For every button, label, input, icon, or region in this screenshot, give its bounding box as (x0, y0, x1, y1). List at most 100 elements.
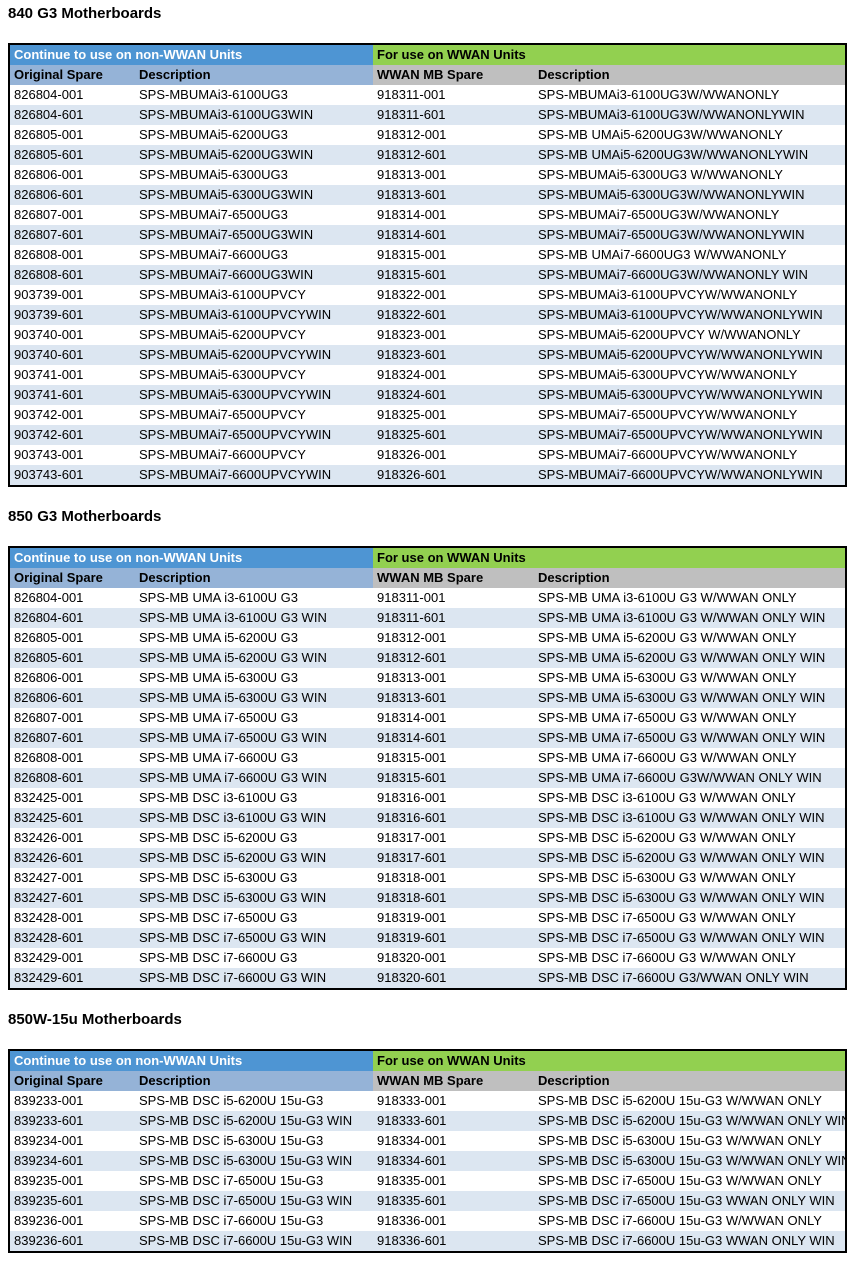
original-spare-cell: 826807-001 (9, 205, 135, 225)
wwan-spare-cell: 918315-001 (373, 748, 534, 768)
wwan-description-cell: SPS-MB DSC i7-6600U G3/WWAN ONLY WIN (534, 968, 846, 989)
wwan-description-cell: SPS-MB UMA i5-6300U G3 W/WWAN ONLY (534, 668, 846, 688)
table-row: 826805-001 SPS-MB UMA i5-6200U G3 918312-0… (9, 628, 846, 648)
column-header-description: Description (135, 65, 373, 85)
wwan-description-cell: SPS-MBUMAi7-6500UPVCYW/WWANONLY (534, 405, 846, 425)
section-title: 840 G3 Motherboards (8, 5, 162, 22)
original-spare-cell: 903742-001 (9, 405, 135, 425)
table-row: 826804-001 SPS-MB UMA i3-6100U G3 918311-0… (9, 588, 846, 608)
wwan-description-cell: SPS-MBUMAi3-6100UPVCYW/WWANONLY (534, 285, 846, 305)
description-cell: SPS-MBUMAi7-6500UG3 (135, 205, 373, 225)
wwan-spare-cell: 918334-001 (373, 1131, 534, 1151)
description-cell: SPS-MB DSC i7-6500U 15u-G3 (135, 1171, 373, 1191)
wwan-description-cell: SPS-MB UMAi7-6600UG3 W/WWANONLY (534, 245, 846, 265)
column-header-original-spare: Original Spare (9, 65, 135, 85)
wwan-description-cell: SPS-MBUMAi3-6100UG3W/WWANONLYWIN (534, 105, 846, 125)
wwan-spare-cell: 918335-001 (373, 1171, 534, 1191)
description-cell: SPS-MBUMAi3-6100UPVCY (135, 285, 373, 305)
table-row: 903740-601 SPS-MBUMAi5-6200UPVCYWIN 918323… (9, 345, 846, 365)
table-row: 832427-001 SPS-MB DSC i5-6300U G3 918318-0… (9, 868, 846, 888)
table-row: 832429-601 SPS-MB DSC i7-6600U G3 WIN 9183… (9, 968, 846, 989)
wwan-spare-cell: 918318-601 (373, 888, 534, 908)
wwan-spare-cell: 918320-601 (373, 968, 534, 989)
description-cell: SPS-MB UMA i5-6200U G3 (135, 628, 373, 648)
wwan-description-cell: SPS-MB UMA i7-6600U G3 W/WWAN ONLY (534, 748, 846, 768)
description-cell: SPS-MBUMAi5-6300UPVCY (135, 365, 373, 385)
table-row: 903741-001 SPS-MBUMAi5-6300UPVCY 918324-00… (9, 365, 846, 385)
description-cell: SPS-MBUMAi5-6200UG3WIN (135, 145, 373, 165)
description-cell: SPS-MB UMA i3-6100U G3 WIN (135, 608, 373, 628)
wwan-spare-cell: 918312-001 (373, 125, 534, 145)
description-cell: SPS-MB DSC i5-6200U G3 WIN (135, 848, 373, 868)
wwan-spare-cell: 918319-001 (373, 908, 534, 928)
wwan-spare-cell: 918316-601 (373, 808, 534, 828)
wwan-spare-cell: 918317-601 (373, 848, 534, 868)
original-spare-cell: 826808-601 (9, 768, 135, 788)
description-cell: SPS-MB DSC i5-6200U G3 (135, 828, 373, 848)
wwan-description-cell: SPS-MB UMA i3-6100U G3 W/WWAN ONLY (534, 588, 846, 608)
wwan-spare-cell: 918311-001 (373, 85, 534, 105)
table-row: 839235-601 SPS-MB DSC i7-6500U 15u-G3 WIN… (9, 1191, 846, 1211)
group-header-non-wwan: Continue to use on non-WWAN Units (9, 1050, 373, 1071)
wwan-spare-cell: 918318-001 (373, 868, 534, 888)
table-row: 903739-601 SPS-MBUMAi3-6100UPVCYWIN 918322… (9, 305, 846, 325)
wwan-spare-cell: 918311-601 (373, 105, 534, 125)
table-row: 826808-601 SPS-MBUMAi7-6600UG3WIN 918315-6… (9, 265, 846, 285)
original-spare-cell: 839236-001 (9, 1211, 135, 1231)
wwan-description-cell: SPS-MB UMA i5-6300U G3 W/WWAN ONLY WIN (534, 688, 846, 708)
wwan-description-cell: SPS-MB DSC i7-6500U G3 W/WWAN ONLY WIN (534, 928, 846, 948)
wwan-spare-cell: 918314-001 (373, 708, 534, 728)
group-header-row: Continue to use on non-WWAN Units For use… (9, 44, 846, 65)
original-spare-cell: 826806-001 (9, 668, 135, 688)
wwan-description-cell: SPS-MB DSC i7-6600U 15u-G3 W/WWAN ONLY (534, 1211, 846, 1231)
wwan-description-cell: SPS-MB DSC i5-6300U 15u-G3 W/WWAN ONLY (534, 1131, 846, 1151)
wwan-description-cell: SPS-MB UMA i5-6200U G3 W/WWAN ONLY WIN (534, 648, 846, 668)
table-row: 839236-601 SPS-MB DSC i7-6600U 15u-G3 WIN… (9, 1231, 846, 1252)
description-cell: SPS-MB DSC i7-6600U 15u-G3 WIN (135, 1231, 373, 1252)
section-840-g3: 840 G3 Motherboards Continue to use on no… (8, 5, 847, 487)
original-spare-cell: 839233-601 (9, 1111, 135, 1131)
wwan-description-cell: SPS-MB UMAi5-6200UG3W/WWANONLY (534, 125, 846, 145)
original-spare-cell: 832427-001 (9, 868, 135, 888)
description-cell: SPS-MB DSC i5-6300U G3 WIN (135, 888, 373, 908)
column-header-wwan-mb-spare: WWAN MB Spare (373, 1071, 534, 1091)
wwan-description-cell: SPS-MB DSC i7-6500U G3 W/WWAN ONLY (534, 908, 846, 928)
description-cell: SPS-MBUMAi5-6300UPVCYWIN (135, 385, 373, 405)
table-row: 839233-601 SPS-MB DSC i5-6200U 15u-G3 WIN… (9, 1111, 846, 1131)
spares-table: Continue to use on non-WWAN Units For use… (8, 43, 847, 487)
table-row: 826805-601 SPS-MB UMA i5-6200U G3 WIN 9183… (9, 648, 846, 668)
wwan-description-cell: SPS-MB DSC i7-6500U 15u-G3 WWAN ONLY WIN (534, 1191, 846, 1211)
table-row: 826806-001 SPS-MB UMA i5-6300U G3 918313-0… (9, 668, 846, 688)
wwan-spare-cell: 918315-601 (373, 265, 534, 285)
wwan-spare-cell: 918336-601 (373, 1231, 534, 1252)
table-row: 826807-001 SPS-MBUMAi7-6500UG3 918314-001 S… (9, 205, 846, 225)
section-850w-15u: 850W-15u Motherboards Continue to use on … (8, 1012, 847, 1253)
original-spare-cell: 826805-601 (9, 145, 135, 165)
original-spare-cell: 839236-601 (9, 1231, 135, 1252)
description-cell: SPS-MB DSC i7-6500U G3 (135, 908, 373, 928)
description-cell: SPS-MB UMA i3-6100U G3 (135, 588, 373, 608)
wwan-description-cell: SPS-MB UMA i3-6100U G3 W/WWAN ONLY WIN (534, 608, 846, 628)
group-header-wwan: For use on WWAN Units (373, 44, 846, 65)
wwan-description-cell: SPS-MBUMAi7-6500UPVCYW/WWANONLYWIN (534, 425, 846, 445)
wwan-spare-cell: 918322-601 (373, 305, 534, 325)
description-cell: SPS-MBUMAi3-6100UPVCYWIN (135, 305, 373, 325)
column-header-description: Description (135, 568, 373, 588)
column-header-wwan-description: Description (534, 568, 846, 588)
original-spare-cell: 903739-001 (9, 285, 135, 305)
original-spare-cell: 832429-001 (9, 948, 135, 968)
wwan-description-cell: SPS-MB DSC i7-6600U 15u-G3 WWAN ONLY WIN (534, 1231, 846, 1252)
wwan-description-cell: SPS-MBUMAi7-6500UG3W/WWANONLYWIN (534, 225, 846, 245)
original-spare-cell: 903743-001 (9, 445, 135, 465)
table-row: 826805-601 SPS-MBUMAi5-6200UG3WIN 918312-6… (9, 145, 846, 165)
wwan-spare-cell: 918311-001 (373, 588, 534, 608)
table-row: 839233-001 SPS-MB DSC i5-6200U 15u-G3 9183… (9, 1091, 846, 1111)
table-row: 832426-601 SPS-MB DSC i5-6200U G3 WIN 9183… (9, 848, 846, 868)
description-cell: SPS-MBUMAi5-6200UPVCY (135, 325, 373, 345)
wwan-spare-cell: 918325-601 (373, 425, 534, 445)
wwan-description-cell: SPS-MB DSC i7-6500U 15u-G3 W/WWAN ONLY (534, 1171, 846, 1191)
group-header-wwan: For use on WWAN Units (373, 547, 846, 568)
description-cell: SPS-MBUMAi5-6300UG3 (135, 165, 373, 185)
description-cell: SPS-MB UMA i5-6300U G3 (135, 668, 373, 688)
